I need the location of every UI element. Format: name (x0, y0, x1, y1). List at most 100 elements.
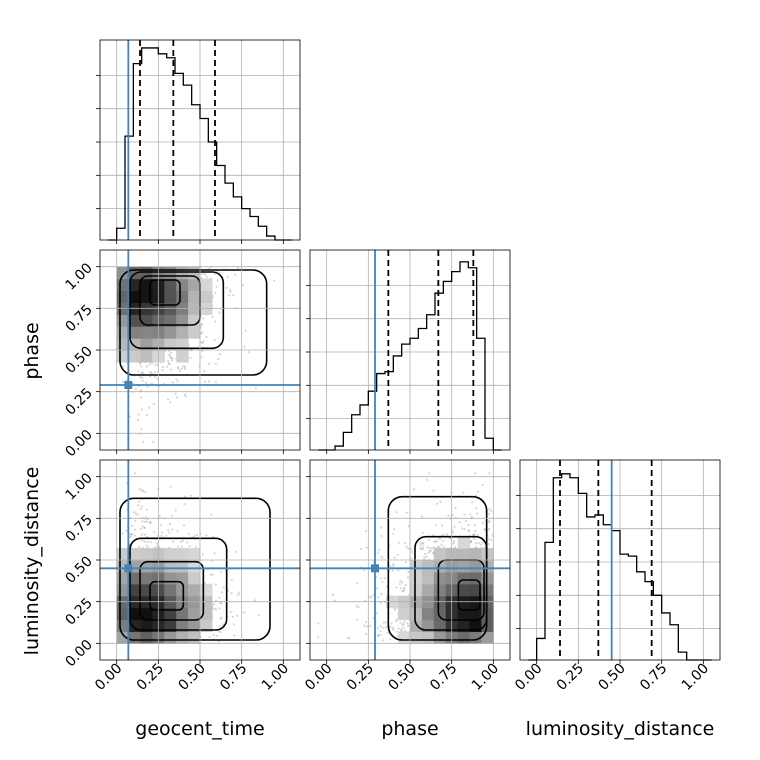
density-block (128, 314, 142, 327)
scatter-point (396, 553, 399, 556)
scatter-point (451, 513, 454, 517)
scatter-point (401, 590, 404, 593)
scatter-point (381, 556, 384, 559)
density-block (140, 631, 153, 644)
scatter-point (432, 552, 435, 555)
scatter-point (140, 408, 144, 411)
scatter-point (182, 365, 185, 368)
scatter-point (171, 359, 174, 362)
scatter-point (439, 500, 442, 503)
scatter-point (398, 583, 401, 586)
density-block (481, 631, 494, 644)
scatter-point (186, 541, 189, 544)
scatter-point (391, 532, 395, 535)
density-block (164, 548, 177, 561)
corner-panels: 0.00 0.25 0.50 0.75 1.000.000.250.500.751.00… (62, 39, 721, 694)
density-block (176, 583, 189, 597)
density-block (140, 326, 153, 339)
scatter-point (242, 284, 245, 287)
density-block (116, 290, 130, 303)
scatter-point (138, 488, 141, 491)
scatter-point (356, 582, 359, 585)
scatter-point (152, 403, 155, 406)
density-block (410, 583, 423, 597)
scatter-point (174, 392, 177, 395)
scatter-point (359, 547, 363, 551)
density-block (410, 631, 423, 644)
density-block (421, 619, 435, 633)
scatter-point (382, 621, 385, 624)
scatter-point (236, 614, 239, 617)
density-block (128, 583, 142, 597)
scatter-point (380, 577, 383, 580)
scatter-point (214, 608, 218, 611)
scatter-point (134, 388, 137, 391)
scatter-point (134, 519, 137, 522)
scatter-point (220, 616, 223, 619)
scatter-point (153, 375, 156, 379)
scatter-point (149, 522, 152, 525)
scatter-point (399, 587, 402, 590)
scatter-point (442, 539, 445, 542)
scatter-point (148, 371, 151, 374)
scatter-point (394, 609, 397, 612)
scatter-point (469, 540, 473, 543)
density-block (176, 631, 189, 644)
scatter-point (432, 540, 436, 543)
scatter-point (178, 369, 181, 373)
scatter-point (404, 561, 407, 564)
scatter-point (156, 545, 159, 548)
scatter-point (257, 614, 260, 617)
scatter-point (141, 376, 144, 379)
scatter-point (145, 381, 148, 384)
density-block (176, 548, 189, 561)
density-block (200, 290, 213, 303)
scatter-point (379, 625, 382, 628)
scatter-point (402, 622, 405, 625)
scatter-point (421, 548, 425, 551)
scatter-point (273, 279, 276, 282)
density-block (481, 548, 494, 561)
scatter-point (395, 618, 398, 621)
scatter-point (165, 534, 168, 537)
density-block (457, 560, 471, 573)
scatter-point (419, 541, 422, 544)
y-axis-label-luminosity-distance: luminosity_distance (21, 467, 43, 656)
scatter-point (169, 356, 172, 360)
scatter-point (401, 581, 404, 584)
scatter-point (143, 533, 146, 536)
scatter-point (141, 525, 144, 528)
scatter-point (468, 529, 471, 533)
scatter-point (184, 395, 187, 398)
scatter-point (211, 315, 214, 318)
density-block (176, 619, 189, 633)
scatter-point (399, 580, 402, 583)
scatter-point (215, 285, 218, 288)
density-block (164, 314, 177, 327)
scatter-point (217, 630, 220, 633)
density-block (457, 548, 471, 561)
scatter-point (136, 504, 140, 507)
scatter-point (230, 592, 233, 595)
scatter-point (205, 534, 208, 537)
scatter-point (204, 380, 207, 384)
truth-marker (124, 564, 133, 573)
scatter-point (490, 538, 493, 541)
scatter-point (180, 367, 183, 370)
scatter-point (160, 531, 164, 534)
scatter-point (139, 362, 142, 365)
scatter-point (377, 634, 380, 638)
density-block (140, 571, 153, 585)
contour-line (129, 537, 228, 631)
scatter-point (171, 357, 174, 360)
density-block (433, 571, 447, 585)
density-panel-phase-vs-geocent-time: 0.000.250.500.751.00 (62, 249, 301, 460)
scatter-point (397, 627, 400, 630)
scatter-point (483, 528, 486, 531)
scatter-point (464, 520, 467, 523)
scatter-point (213, 608, 216, 611)
scatter-point (440, 524, 444, 527)
axes-frame (309, 249, 511, 451)
density-block (410, 607, 423, 621)
density-block (116, 314, 130, 327)
